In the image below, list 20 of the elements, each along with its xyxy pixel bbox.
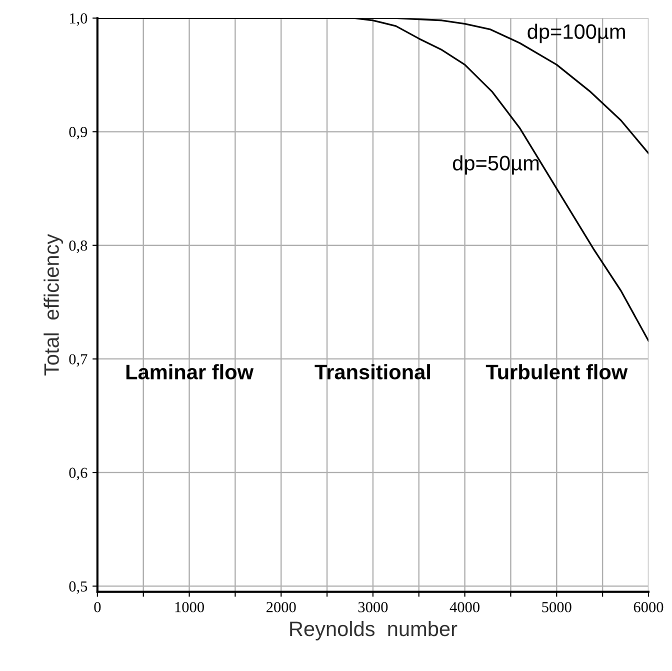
- x-tick-label: 0: [94, 602, 101, 612]
- x-tick-label: 2000: [266, 602, 296, 612]
- y-tick-label: 0,7: [69, 354, 88, 367]
- annotation: Laminar flow: [126, 364, 254, 380]
- annotation: Turbulent flow: [486, 364, 628, 380]
- x-tick-label: 4000: [450, 602, 480, 612]
- y-tick-label: 0,9: [69, 126, 88, 140]
- series-label: dp=100µm: [528, 24, 625, 44]
- y-tick-label: 0,8: [69, 240, 88, 253]
- x-tick-label: 6000: [634, 602, 664, 612]
- annotation: Transitional: [314, 364, 430, 380]
- series-label: dp=50µm: [452, 155, 539, 175]
- y-axis-title: Total efficiency: [44, 234, 64, 376]
- y-tick-label: 0,6: [69, 468, 88, 480]
- x-axis-title: Reynolds number: [290, 620, 458, 640]
- x-tick-label: 3000: [358, 602, 388, 612]
- y-tick-label: 0,5: [69, 581, 88, 594]
- y-tick-label: 1,0: [70, 13, 88, 26]
- x-tick-label: 5000: [542, 602, 572, 612]
- x-tick-label: 1000: [175, 602, 204, 612]
